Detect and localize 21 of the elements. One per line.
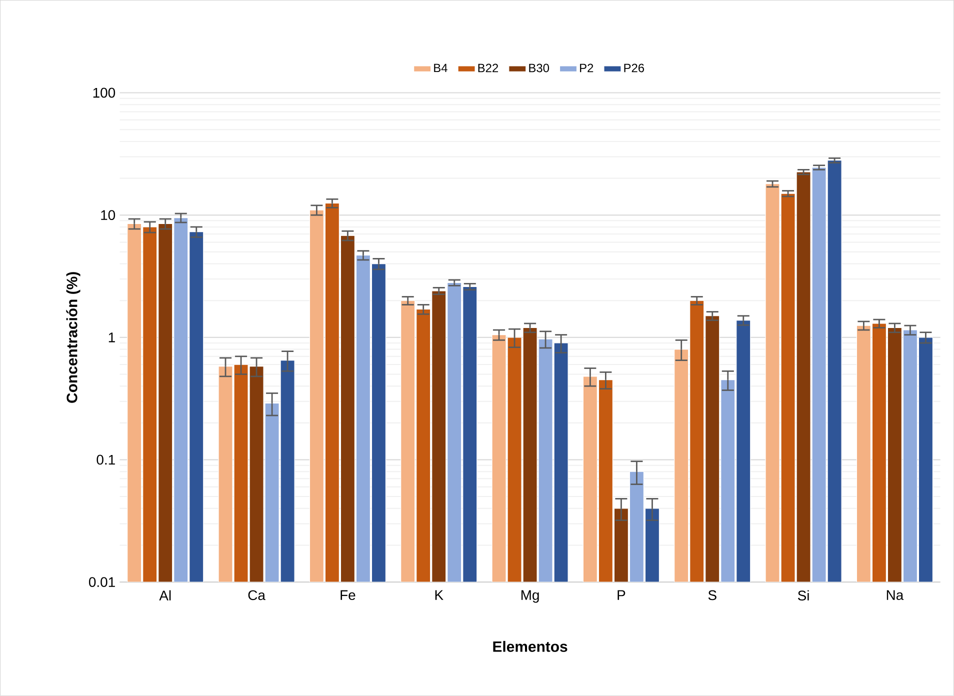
- legend-label: B30: [529, 64, 550, 72]
- y-tick-label: 0.1: [96, 454, 115, 465]
- y-axis-title: Concentración (%): [66, 272, 80, 403]
- x-tick-label: Si: [798, 590, 809, 601]
- legend-label: P26: [624, 64, 644, 72]
- x-axis-title: Elementos: [493, 641, 568, 652]
- x-tick-label: K: [435, 590, 444, 600]
- y-tick-label: 0.01: [88, 577, 115, 588]
- x-tick-label: Ca: [248, 590, 266, 600]
- x-tick-label: Mg: [521, 590, 539, 603]
- x-tick-label: Al: [159, 590, 171, 600]
- x-tick-label: Fe: [340, 590, 356, 600]
- x-tick-label: Na: [886, 590, 904, 600]
- x-tick-label: P: [618, 590, 626, 600]
- x-tick-label: S: [708, 590, 716, 600]
- legend-label: P2: [580, 64, 594, 72]
- legend-label: B4: [434, 64, 448, 72]
- y-tick-label: 10: [101, 210, 116, 220]
- y-tick-label: 1: [108, 332, 115, 342]
- y-tick-label: 100: [93, 88, 116, 98]
- legend-label: B22: [478, 64, 498, 72]
